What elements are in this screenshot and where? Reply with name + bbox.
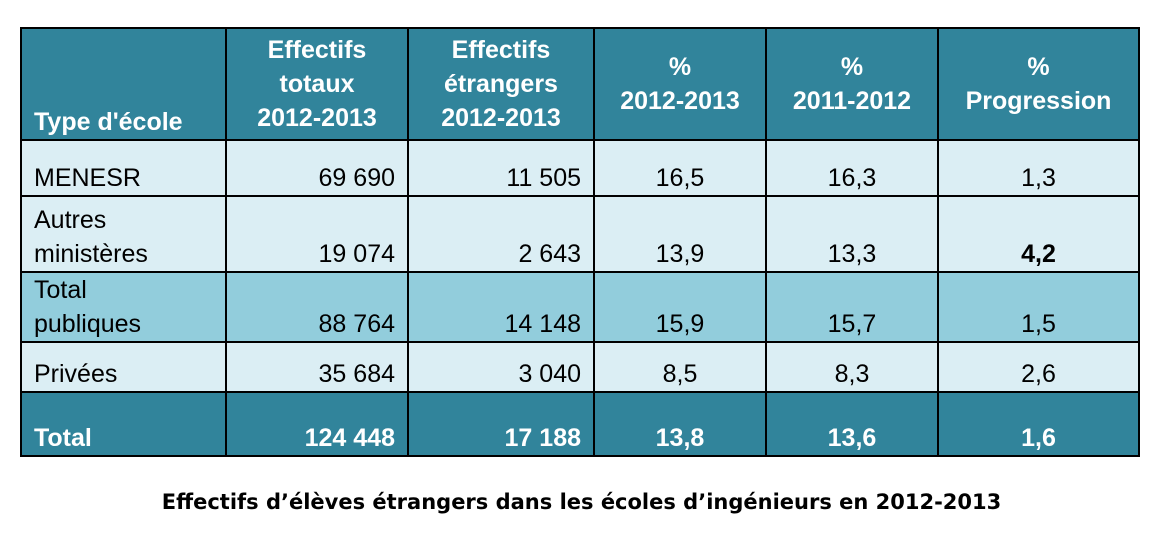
cell-effectifs-totaux: 35 684	[225, 341, 409, 393]
cell-pct-2012-2013: 15,9	[593, 271, 767, 343]
cell-pct-2012-2013: 13,8	[593, 391, 767, 457]
cell-effectifs-etrangers: 17 188	[407, 391, 595, 457]
cell-pct-2011-2012: 13,6	[765, 391, 939, 457]
cell-effectifs-totaux: 69 690	[225, 139, 409, 197]
row-type-label: Total	[20, 391, 227, 457]
table-caption: Effectifs d’élèves étrangers dans les éc…	[161, 490, 1002, 514]
cell-pct-progression: 4,2	[937, 195, 1140, 273]
table-row-menesr: MENESR 69 690 11 505 16,5 16,3 1,3	[20, 139, 1140, 197]
table-header-row: Type d'école Effectifs totaux 2012-2013 Ef…	[20, 27, 1140, 141]
cell-effectifs-etrangers: 11 505	[407, 139, 595, 197]
header-effectifs-totaux: Effectifs totaux 2012-2013	[225, 27, 409, 141]
cell-pct-2012-2013: 13,9	[593, 195, 767, 273]
table-row-privees: Privées 35 684 3 040 8,5 8,3 2,6	[20, 341, 1140, 393]
table-row-total-publiques: Total publiques 88 764 14 148 15,9 15,7 1…	[20, 271, 1140, 343]
cell-effectifs-totaux: 19 074	[225, 195, 409, 273]
cell-pct-2011-2012: 16,3	[765, 139, 939, 197]
header-effectifs-etrangers: Effectifs étrangers 2012-2013	[407, 27, 595, 141]
cell-effectifs-etrangers: 14 148	[407, 271, 595, 343]
cell-pct-progression: 2,6	[937, 341, 1140, 393]
row-type-label: Privées	[20, 341, 227, 393]
table-row-autres-ministeres: Autres ministères 19 074 2 643 13,9 13,3 …	[20, 195, 1140, 273]
cell-pct-progression: 1,5	[937, 271, 1140, 343]
cell-pct-progression: 1,3	[937, 139, 1140, 197]
cell-pct-2012-2013: 8,5	[593, 341, 767, 393]
cell-effectifs-etrangers: 3 040	[407, 341, 595, 393]
cell-pct-progression: 1,6	[937, 391, 1140, 457]
cell-pct-2011-2012: 8,3	[765, 341, 939, 393]
header-type-ecole: Type d'école	[20, 27, 227, 141]
row-type-label: Total publiques	[20, 271, 227, 343]
cell-pct-2012-2013: 16,5	[593, 139, 767, 197]
header-pct-progression: % Progression	[937, 27, 1140, 141]
cell-effectifs-totaux: 88 764	[225, 271, 409, 343]
table-row-total: Total 124 448 17 188 13,8 13,6 1,6	[20, 391, 1140, 457]
row-type-label: Autres ministères	[20, 195, 227, 273]
header-pct-2012-2013: % 2012-2013	[593, 27, 767, 141]
effectifs-table: Type d'école Effectifs totaux 2012-2013 Ef…	[20, 27, 1140, 457]
cell-effectifs-totaux: 124 448	[225, 391, 409, 457]
cell-pct-2011-2012: 15,7	[765, 271, 939, 343]
cell-pct-2011-2012: 13,3	[765, 195, 939, 273]
cell-effectifs-etrangers: 2 643	[407, 195, 595, 273]
header-pct-2011-2012: % 2011-2012	[765, 27, 939, 141]
row-type-label: MENESR	[20, 139, 227, 197]
